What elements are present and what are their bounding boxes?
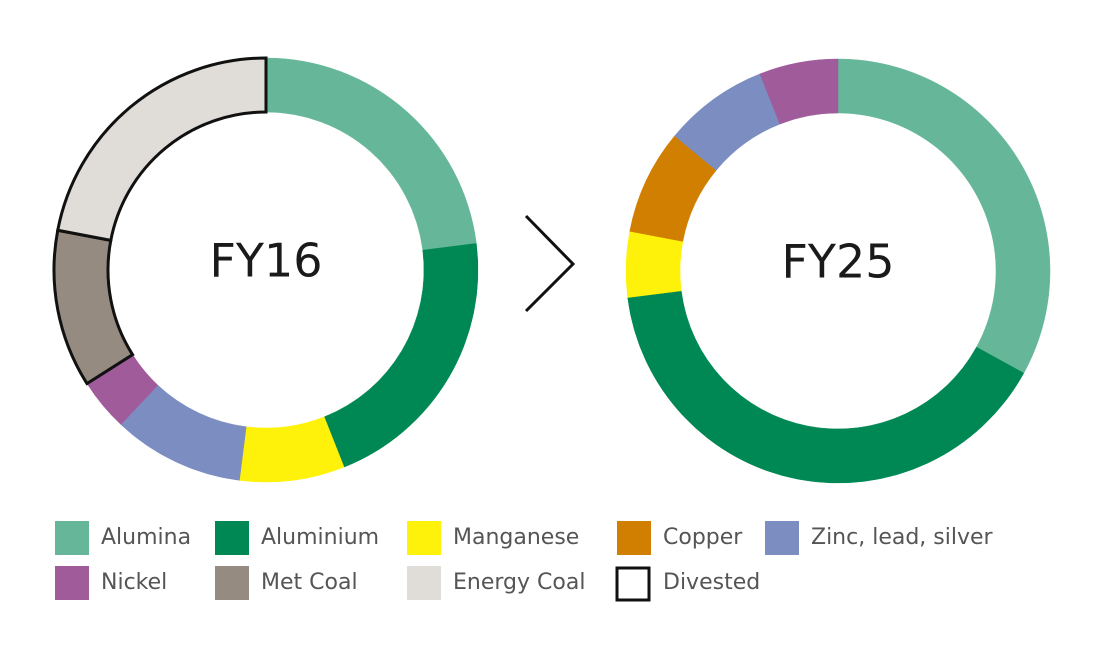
donut-segment — [625, 230, 684, 298]
legend-label: Zinc, lead, silver — [811, 525, 994, 550]
legend-label: Divested — [663, 570, 760, 595]
donut-segment — [627, 290, 1025, 484]
donut-segment — [323, 243, 479, 468]
donut-title: FY16 — [209, 234, 322, 288]
legend-swatch — [407, 521, 441, 555]
legend-swatch — [765, 521, 799, 555]
arrow — [524, 214, 576, 313]
donut-title: FY25 — [781, 235, 894, 289]
legend-label: Alumina — [101, 525, 191, 550]
legend-swatch — [215, 566, 249, 600]
legend-label: Met Coal — [261, 570, 358, 595]
legend-label: Aluminium — [261, 525, 379, 550]
legend-swatch — [215, 521, 249, 555]
legend-swatch — [55, 566, 89, 600]
donut-segment — [52, 228, 135, 386]
donut-segment — [55, 56, 268, 243]
legend-swatch-divested — [615, 566, 651, 602]
legend-label: Energy Coal — [453, 570, 585, 595]
legend-label: Nickel — [101, 570, 167, 595]
donut-segment — [265, 57, 477, 251]
legend-swatch — [407, 566, 441, 600]
donut-segment — [759, 58, 839, 125]
legend-swatch — [617, 521, 651, 555]
legend-label: Manganese — [453, 525, 579, 550]
legend-label: Copper — [663, 525, 743, 550]
donut-segment — [837, 58, 1051, 374]
legend-swatch — [55, 521, 89, 555]
